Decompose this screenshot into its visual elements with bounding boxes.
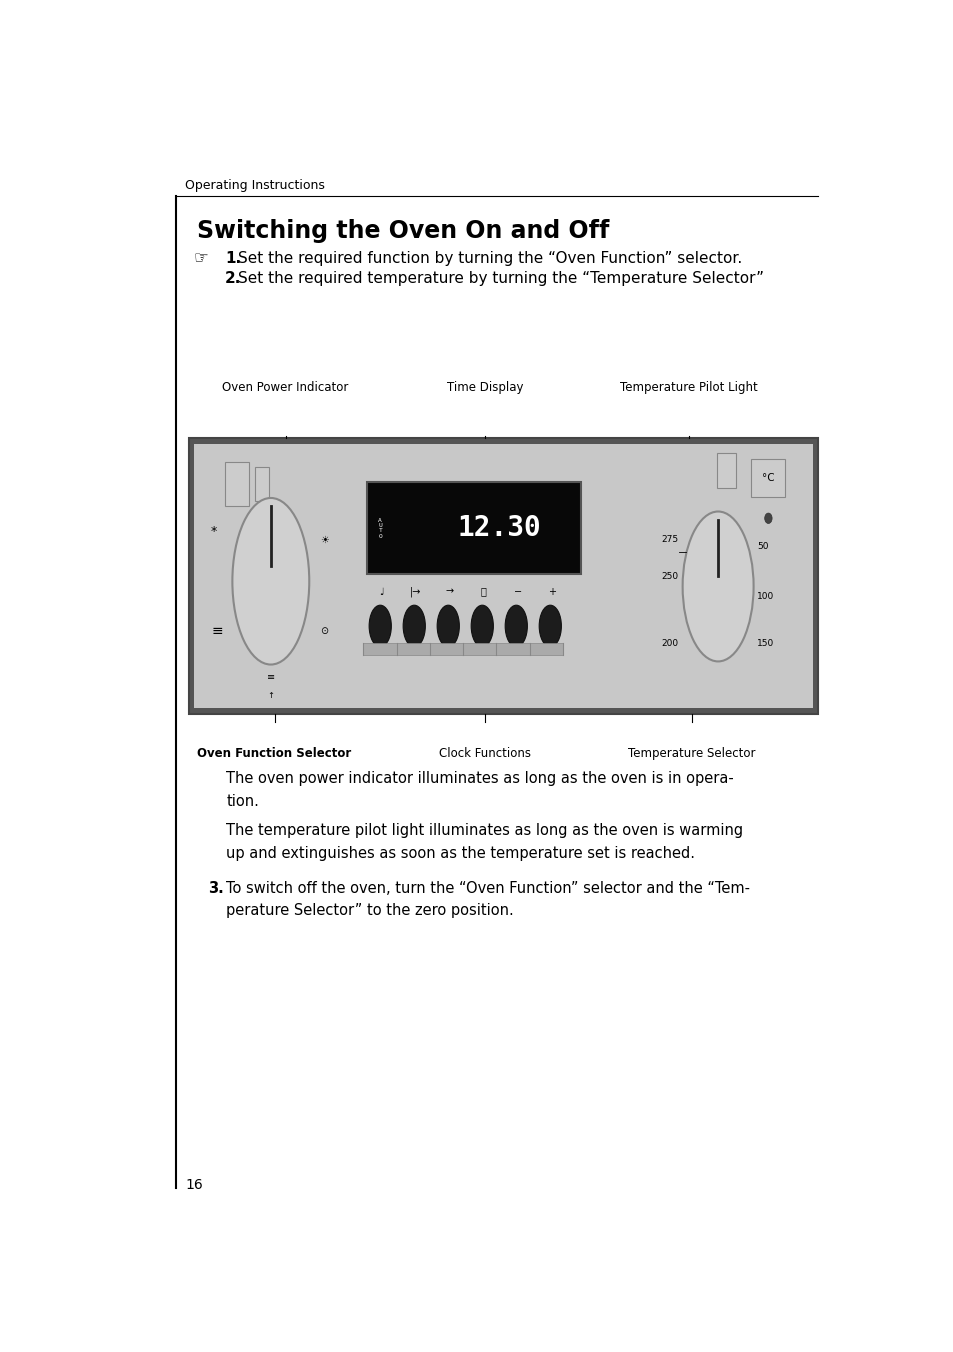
Text: Temperature Selector: Temperature Selector (628, 748, 755, 760)
FancyBboxPatch shape (716, 453, 735, 488)
Text: |→: |→ (410, 587, 421, 598)
Ellipse shape (538, 606, 560, 646)
Text: up and extinguishes as soon as the temperature set is reached.: up and extinguishes as soon as the tempe… (226, 846, 695, 861)
Text: −: − (513, 587, 521, 596)
Text: perature Selector” to the zero position.: perature Selector” to the zero position. (226, 903, 514, 918)
FancyBboxPatch shape (190, 438, 817, 714)
Text: ⧖: ⧖ (480, 587, 486, 596)
Circle shape (250, 508, 262, 525)
Text: 12.30: 12.30 (457, 514, 541, 542)
Text: ≡: ≡ (212, 625, 223, 638)
Ellipse shape (403, 606, 425, 646)
Text: ☞: ☞ (193, 249, 208, 266)
Text: 250: 250 (661, 572, 679, 580)
Text: Clock Functions: Clock Functions (438, 748, 531, 760)
Ellipse shape (471, 606, 493, 646)
Ellipse shape (505, 606, 527, 646)
Text: Operating Instructions: Operating Instructions (185, 178, 325, 192)
Text: The oven power indicator illuminates as long as the oven is in opera-: The oven power indicator illuminates as … (226, 771, 734, 787)
Circle shape (764, 512, 771, 523)
Text: tion.: tion. (226, 794, 259, 808)
Text: 1.: 1. (225, 250, 241, 265)
Text: Set the required function by turning the “Oven Function” selector.: Set the required function by turning the… (237, 250, 741, 265)
Ellipse shape (436, 606, 458, 646)
Text: Temperature Pilot Light: Temperature Pilot Light (619, 381, 757, 395)
Ellipse shape (233, 498, 309, 665)
Text: A
U
T
O: A U T O (378, 518, 382, 538)
Text: +: + (547, 587, 556, 596)
Text: ☀: ☀ (319, 534, 328, 545)
Ellipse shape (682, 511, 753, 661)
FancyBboxPatch shape (225, 462, 249, 506)
FancyBboxPatch shape (193, 445, 813, 707)
Ellipse shape (369, 606, 391, 646)
Text: 275: 275 (661, 535, 679, 544)
FancyBboxPatch shape (254, 468, 269, 500)
Text: Time Display: Time Display (447, 381, 523, 395)
Text: ♩: ♩ (379, 587, 384, 596)
Text: To switch off the oven, turn the “Oven Function” selector and the “Tem-: To switch off the oven, turn the “Oven F… (226, 880, 750, 895)
Text: ↑: ↑ (267, 691, 274, 700)
Text: Set the required temperature by turning the “Temperature Selector”: Set the required temperature by turning … (237, 272, 762, 287)
Bar (363, 642, 562, 656)
Text: →: → (445, 587, 454, 596)
FancyBboxPatch shape (367, 483, 580, 575)
Text: °C: °C (761, 473, 774, 483)
Text: Oven Function Selector: Oven Function Selector (197, 748, 352, 760)
Text: Switching the Oven On and Off: Switching the Oven On and Off (196, 219, 609, 243)
Text: The temperature pilot light illuminates as long as the oven is warming: The temperature pilot light illuminates … (226, 823, 742, 838)
Text: ⊙: ⊙ (319, 626, 328, 637)
Text: 3.: 3. (208, 880, 224, 895)
Text: 150: 150 (757, 639, 774, 648)
Text: 50: 50 (757, 542, 768, 552)
Text: 100: 100 (757, 592, 774, 602)
Text: *: * (211, 525, 216, 538)
Text: Oven Power Indicator: Oven Power Indicator (222, 381, 349, 395)
Text: ≡: ≡ (267, 672, 274, 681)
FancyBboxPatch shape (750, 458, 784, 498)
Text: 200: 200 (661, 639, 679, 648)
Text: 2.: 2. (225, 272, 241, 287)
Text: 16: 16 (185, 1178, 203, 1191)
